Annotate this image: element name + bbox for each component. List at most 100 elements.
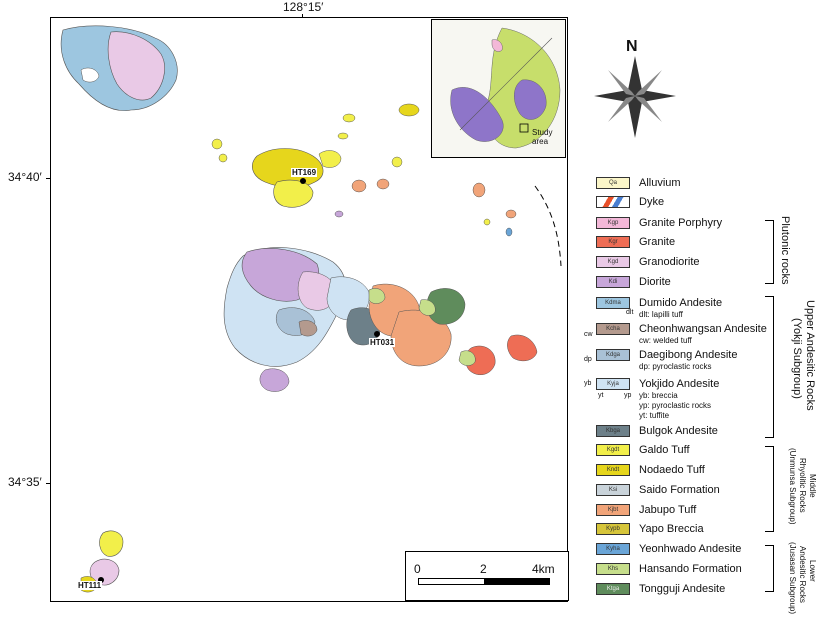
bracket-plutonic	[765, 220, 774, 284]
group-label-middle-1: Middle	[808, 474, 817, 498]
swatch-mark-cw: cw	[584, 331, 593, 338]
legend-label: Jabupo Tuff	[639, 503, 697, 516]
legend-label: Alluvium	[639, 176, 681, 189]
station-ht169-label: HT169	[291, 168, 318, 177]
sw-island	[80, 530, 124, 593]
north-label: N	[626, 38, 638, 55]
legend-item-daegibong-andesite: Kdga Daegibong Andesite	[596, 348, 737, 361]
group-label-middle-3: (Unmunsa Subgroup)	[788, 448, 797, 525]
legend-label: Dumido Andesite	[639, 296, 723, 309]
legend-swatch-dyke	[596, 195, 630, 208]
legend-swatch-kdi: Kdi	[596, 275, 630, 288]
group-label-lower-1: Lower	[808, 560, 817, 582]
boundary-dashed-line	[534, 185, 562, 267]
north-arrow: N	[590, 38, 680, 138]
legend-swatch-kgp: Kgp	[596, 216, 630, 229]
legend-swatch-kgr: Kgr	[596, 235, 630, 248]
station-ht031-marker[interactable]	[374, 331, 380, 337]
legend-label: Saido Formation	[639, 483, 720, 496]
legend-label: Yapo Breccia	[639, 522, 704, 535]
sub-note-daegibong: dp: pyroclastic rocks	[639, 362, 712, 371]
geologic-map[interactable]	[51, 18, 567, 601]
legend-label: Cheonhwangsan Andesite	[639, 322, 767, 335]
legend-swatch-kgd: Kgd	[596, 255, 630, 268]
nw-island	[60, 25, 178, 111]
group-label-middle-2: Rhyolitic Rocks	[798, 458, 807, 513]
legend-label: Tongguji Andesite	[639, 582, 726, 595]
legend-item-granite: Kgr Granite	[596, 235, 675, 248]
legend-item-yokjido-andesite: Kyja Yokjido Andesite	[596, 377, 719, 390]
sub-note-yokjido-3: yt: tuffite	[639, 411, 670, 420]
legend-swatch-qa: Qa	[596, 176, 630, 189]
group-label-lower-3: (Jusasan Subgroup)	[788, 542, 797, 615]
legend-swatch-kdma: Kdma	[596, 296, 630, 309]
legend-item-yapo-breccia: Kypb Yapo Breccia	[596, 522, 704, 535]
top-longitude-label: 128°15′	[283, 0, 324, 14]
legend-item-dumido-andesite: Kdma Dumido Andesite	[596, 296, 722, 309]
legend-swatch-kyja: Kyja	[596, 377, 630, 390]
lat-lower-tick	[46, 483, 52, 484]
legend-item-yeonhwado-andesite: Kyha Yeonhwado Andesite	[596, 542, 741, 555]
legend-item-alluvium: Qa Alluvium	[596, 176, 681, 189]
legend-label: Dyke	[639, 195, 665, 208]
inset-graphic	[450, 27, 561, 149]
legend-swatch-ksi: Ksi	[596, 483, 630, 496]
inset-map[interactable]: Study area	[431, 19, 566, 158]
legend-item-granite-porphyry: Kgp Granite Porphyry	[596, 216, 722, 229]
lat-upper-tick	[46, 178, 52, 179]
swatch-mark-dp: dp	[584, 356, 592, 363]
swatch-mark-dlt: dlt	[626, 309, 634, 316]
legend-label: Granodiorite	[639, 255, 700, 268]
swatch-mark-yp: yp	[624, 392, 632, 399]
sub-note-yokjido-1: yb: breccia	[639, 391, 678, 400]
legend-swatch-kndt: Kndt	[596, 463, 630, 476]
bracket-lower	[765, 545, 774, 592]
legend-item-hansando-formation: Khs Hansando Formation	[596, 562, 742, 575]
legend-swatch-kypb: Kypb	[596, 522, 630, 535]
central-islands	[223, 247, 538, 392]
station-ht169-marker[interactable]	[300, 178, 306, 184]
group-label-plutonic: Plutonic rocks	[779, 216, 791, 285]
sub-note-dumido: dlt: lapilli tuff	[639, 310, 683, 319]
legend-item-jabupo-tuff: Kjbt Jabupo Tuff	[596, 503, 696, 516]
legend-label: Granite Porphyry	[639, 216, 723, 229]
station-ht031-label: HT031	[369, 338, 396, 347]
legend-item-galdo-tuff: Kgdt Galdo Tuff	[596, 443, 690, 456]
legend-label: Galdo Tuff	[639, 443, 690, 456]
station-ht111-label: HT111	[77, 581, 103, 590]
lat-upper-label: 34°40′	[8, 170, 42, 184]
legend-label: Granite	[639, 235, 676, 248]
legend-label: Hansando Formation	[639, 562, 742, 575]
legend-item-granodiorite: Kgd Granodiorite	[596, 255, 700, 268]
legend-item-saido-formation: Ksi Saido Formation	[596, 483, 720, 496]
sub-note-cheonhwangsan: cw: welded tuff	[639, 336, 692, 345]
legend-swatch-kdga: Kdga	[596, 348, 630, 361]
swatch-mark-yb: yb	[584, 380, 592, 387]
legend-label: Yokjido Andesite	[639, 377, 720, 390]
legend-swatch-kbga: Kbga	[596, 424, 630, 437]
scale-bar: 0 2 4km	[405, 551, 569, 601]
legend-label: Nodaedo Tuff	[639, 463, 705, 476]
legend-item-bulgok-andesite: Kbga Bulgok Andesite	[596, 424, 718, 437]
ne-islets	[334, 178, 517, 237]
scale-tick-0: 0	[414, 562, 421, 576]
legend-swatch-kgdt: Kgdt	[596, 443, 630, 456]
bracket-middle	[765, 446, 774, 532]
bracket-upper	[765, 296, 774, 438]
lat-lower-label: 34°35′	[8, 475, 42, 489]
scale-bar-white-segment	[418, 578, 486, 585]
legend-swatch-kyha: Kyha	[596, 542, 630, 555]
legend-label: Diorite	[639, 275, 671, 288]
sub-note-yokjido-2: yp: pyroclastic rocks	[639, 401, 712, 410]
legend-item-diorite: Kdi Diorite	[596, 275, 671, 288]
legend-item-tongguji-andesite: Ktga Tongguji Andesite	[596, 582, 725, 595]
compass-rose-icon	[594, 56, 676, 138]
group-label-upper-2: (Yokji Subgroup)	[791, 318, 803, 399]
legend-swatch-ktga: Ktga	[596, 582, 630, 595]
scale-tick-2: 2	[480, 562, 487, 576]
ht169-island	[252, 148, 342, 208]
legend-item-nodaedo-tuff: Kndt Nodaedo Tuff	[596, 463, 705, 476]
legend-swatch-kjbt: Kjbt	[596, 503, 630, 516]
legend-swatch-kcha: Kcha	[596, 322, 630, 335]
inset-study-area-label: Study area	[532, 128, 553, 146]
